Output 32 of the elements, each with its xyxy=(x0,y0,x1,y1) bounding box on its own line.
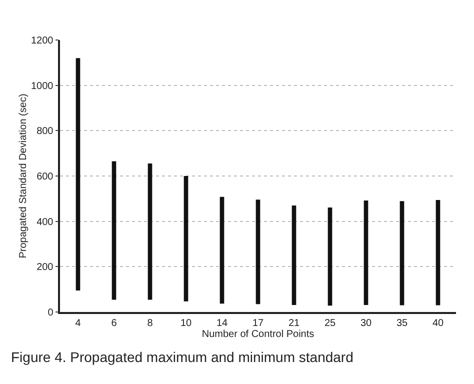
bar xyxy=(112,161,116,300)
y-tick-label: 1000 xyxy=(31,80,54,92)
y-tick-label: 0 xyxy=(48,308,54,318)
y-tick-label: 400 xyxy=(36,216,54,228)
x-tick-label: 35 xyxy=(396,318,408,329)
y-tick-label: 200 xyxy=(36,262,54,274)
x-tick-label: 30 xyxy=(360,318,372,329)
caption: Figure 4. Propagated maximum and minimum standard xyxy=(11,349,354,365)
bar xyxy=(292,205,296,305)
y-tick-label: 800 xyxy=(36,126,54,138)
x-tick-label: 6 xyxy=(111,318,118,329)
bar xyxy=(148,164,152,300)
x-tick-label: 10 xyxy=(180,318,192,329)
bar xyxy=(328,208,332,306)
y-axis-title: Propagated Standard Deviation (sec) xyxy=(18,94,29,258)
x-tick-label: 25 xyxy=(324,318,336,329)
bar xyxy=(400,201,404,306)
x-tick-label: 14 xyxy=(216,318,228,329)
bar xyxy=(184,176,188,302)
x-tick-label: 21 xyxy=(288,318,300,329)
x-tick-label: 4 xyxy=(75,318,82,329)
x-tick-label: 40 xyxy=(432,318,444,329)
bar xyxy=(220,196,224,304)
bar xyxy=(76,58,80,290)
bar xyxy=(256,200,260,304)
bar xyxy=(364,200,368,305)
bar xyxy=(436,200,440,306)
y-tick-label: 1200 xyxy=(31,36,54,46)
y-tick-label: 600 xyxy=(36,172,54,182)
x-tick-label: 17 xyxy=(252,318,264,329)
x-tick-label: 8 xyxy=(147,318,154,329)
x-axis-title: Number of Control Points xyxy=(202,328,314,340)
